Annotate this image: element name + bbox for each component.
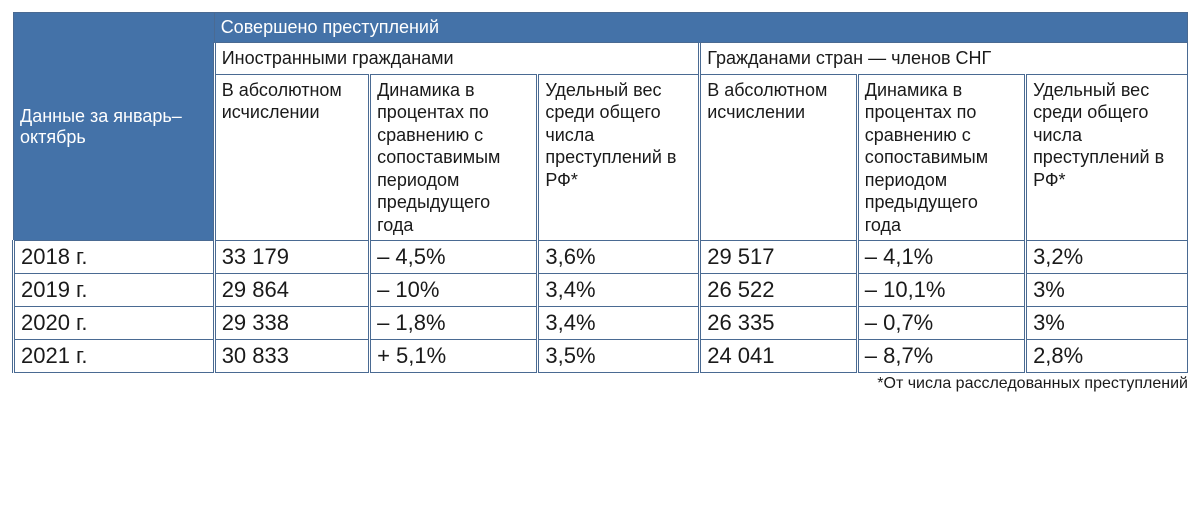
- subheader-dyn-1: Динамика в процентах по сравнению с сопо…: [370, 74, 538, 241]
- cell-value: 24 041: [700, 340, 858, 373]
- table-row: 2021 г. 30 833 + 5,1% 3,5% 24 041 – 8,7%…: [14, 340, 1188, 373]
- table-row: 2019 г. 29 864 – 10% 3,4% 26 522 – 10,1%…: [14, 274, 1188, 307]
- subheader-abs-2: В абсолютном исчислении: [700, 74, 858, 241]
- cell-value: – 4,5%: [370, 241, 538, 274]
- cell-value: 26 335: [700, 307, 858, 340]
- cell-value: – 10,1%: [857, 274, 1025, 307]
- cell-value: – 4,1%: [857, 241, 1025, 274]
- crime-stats-table: Данные за январь–октябрь Совершено прест…: [12, 12, 1188, 373]
- cell-value: 29 864: [214, 274, 369, 307]
- cell-value: 2,8%: [1026, 340, 1188, 373]
- cell-year: 2021 г.: [14, 340, 215, 373]
- cell-year: 2018 г.: [14, 241, 215, 274]
- cell-value: 30 833: [214, 340, 369, 373]
- group-header-foreign: Иностранными гражданами: [214, 43, 700, 75]
- subheader-abs-1: В абсолютном исчислении: [214, 74, 369, 241]
- subheader-share-1: Удельный вес среди общего числа преступл…: [538, 74, 700, 241]
- cell-value: 3%: [1026, 307, 1188, 340]
- cell-value: – 1,8%: [370, 307, 538, 340]
- cell-value: 3,5%: [538, 340, 700, 373]
- table-row: 2020 г. 29 338 – 1,8% 3,4% 26 335 – 0,7%…: [14, 307, 1188, 340]
- cell-value: 33 179: [214, 241, 369, 274]
- cell-year: 2019 г.: [14, 274, 215, 307]
- cell-year: 2020 г.: [14, 307, 215, 340]
- cell-value: 26 522: [700, 274, 858, 307]
- cell-value: – 8,7%: [857, 340, 1025, 373]
- cell-value: – 0,7%: [857, 307, 1025, 340]
- cell-value: 29 517: [700, 241, 858, 274]
- super-header: Совершено преступлений: [214, 13, 1187, 43]
- row-header-label: Данные за январь–октябрь: [14, 13, 215, 241]
- cell-value: 3,2%: [1026, 241, 1188, 274]
- table-row: 2018 г. 33 179 – 4,5% 3,6% 29 517 – 4,1%…: [14, 241, 1188, 274]
- footnote: *От числа расследованных преступлений: [12, 375, 1188, 393]
- subheader-dyn-2: Динамика в процентах по сравнению с сопо…: [857, 74, 1025, 241]
- cell-value: 3,4%: [538, 307, 700, 340]
- cell-value: 3,6%: [538, 241, 700, 274]
- group-header-cis: Гражданами стран — членов СНГ: [700, 43, 1188, 75]
- cell-value: 29 338: [214, 307, 369, 340]
- cell-value: 3%: [1026, 274, 1188, 307]
- cell-value: 3,4%: [538, 274, 700, 307]
- cell-value: + 5,1%: [370, 340, 538, 373]
- cell-value: – 10%: [370, 274, 538, 307]
- subheader-share-2: Удельный вес среди общего числа преступл…: [1026, 74, 1188, 241]
